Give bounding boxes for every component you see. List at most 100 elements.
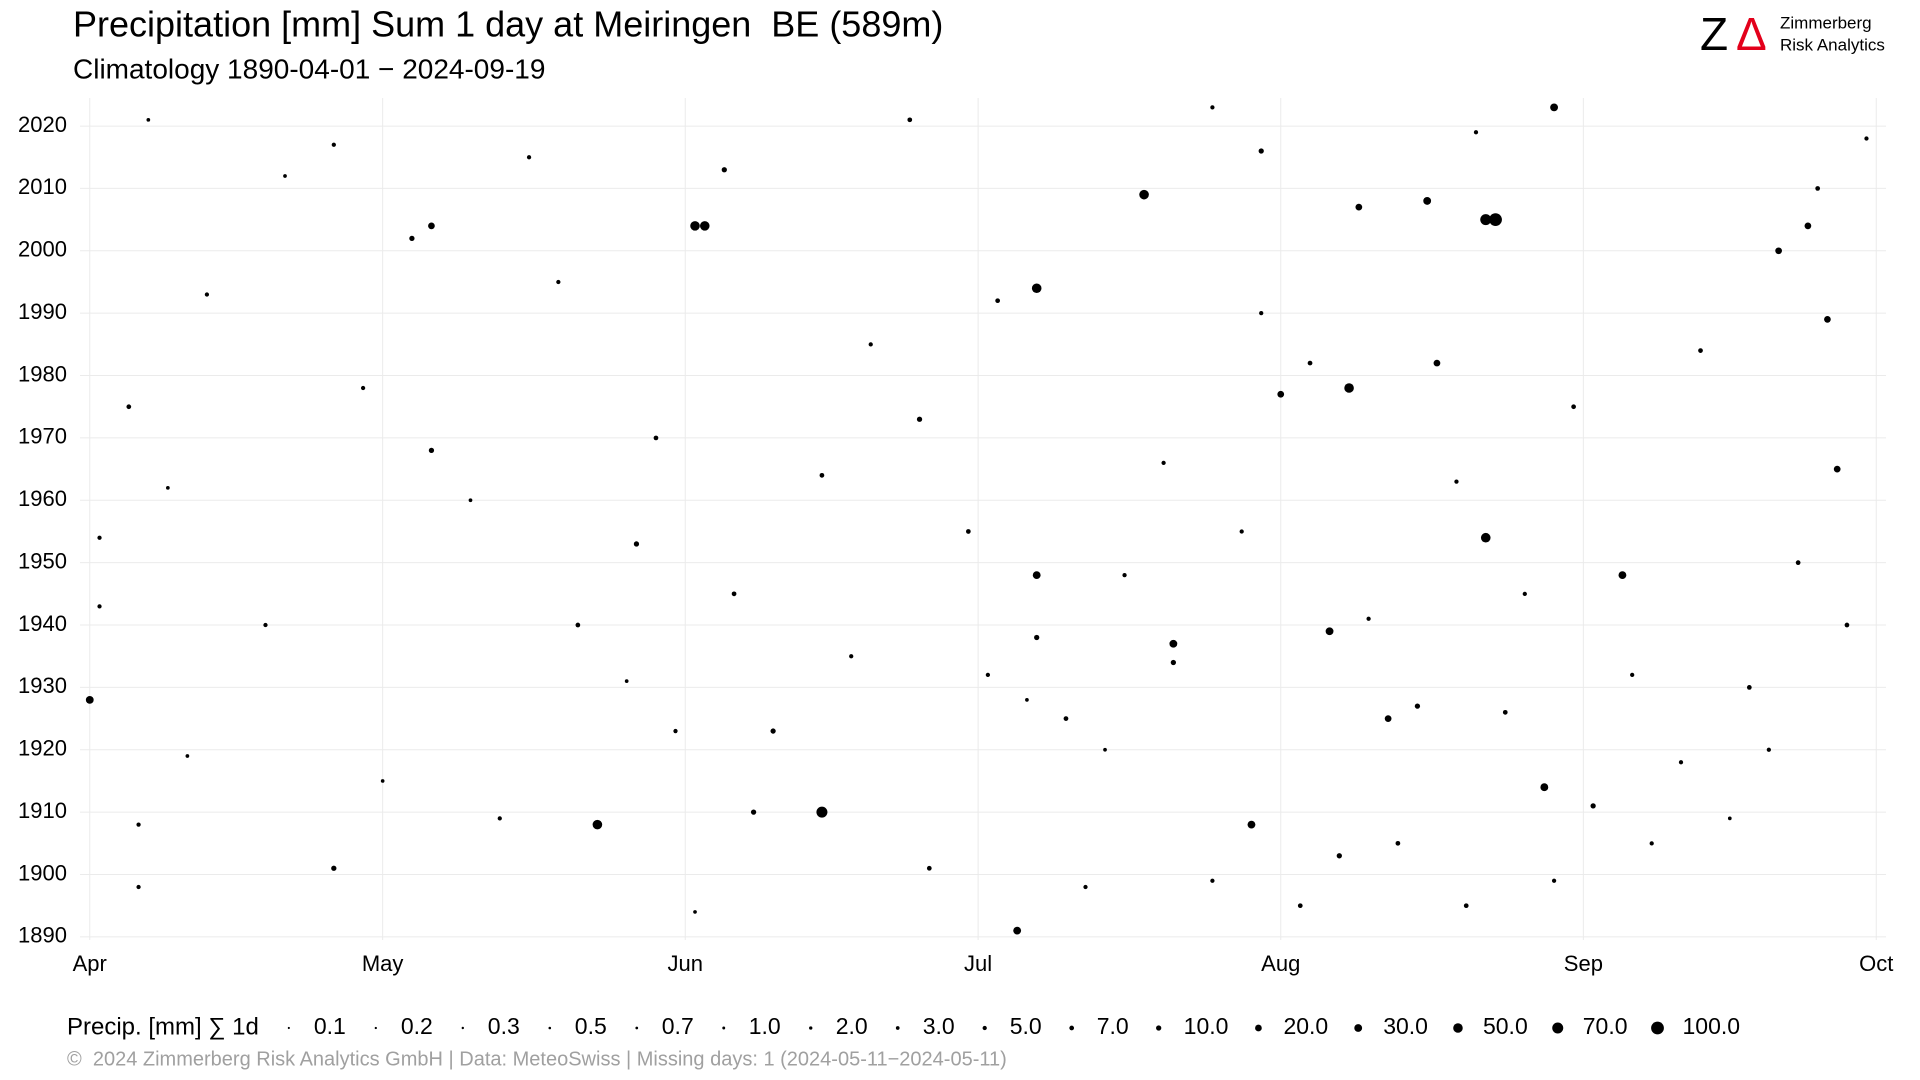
point [360,385,366,391]
logo-delta: Δ [1736,8,1767,60]
point [1423,196,1432,205]
point [1344,383,1354,393]
point [1630,672,1635,678]
logo-line: Zimmerberg [1780,13,1872,32]
x-tick-label: Apr [73,951,107,976]
y-tick-label: 2000 [18,237,67,262]
legend-label: 0.7 [662,1013,694,1039]
point [136,822,141,827]
point [907,117,913,123]
point [1169,639,1178,648]
legend-label: 20.0 [1283,1013,1328,1039]
point [428,447,435,454]
y-tick-label: 1950 [18,548,67,573]
point [283,174,287,178]
point [750,809,757,815]
point [868,342,873,347]
point [966,529,971,534]
x-tick-label: Aug [1261,951,1300,976]
point [1502,709,1508,715]
point [97,604,102,609]
point [1259,311,1264,316]
y-tick-label: 1910 [18,798,67,823]
logo-mark: Z [1700,8,1728,60]
point [1139,189,1149,200]
point [497,816,502,821]
point [693,910,697,914]
point [126,404,132,410]
y-tick-label: 1960 [18,486,67,511]
point [1540,783,1549,792]
point [1433,359,1441,367]
point [1618,571,1627,580]
point [1844,622,1850,628]
legend-label: 50.0 [1483,1013,1528,1039]
chart-subtitle: Climatology 1890-04-01 − 2024-09-19 [73,53,545,84]
point [995,298,1000,304]
point [721,167,727,173]
legend-dot [635,1026,639,1030]
point [633,541,640,547]
point [1247,820,1256,829]
point [673,728,678,734]
legend-label: 1.0 [749,1013,781,1039]
legend-label: 0.2 [401,1013,433,1039]
legend-label: 5.0 [1010,1013,1042,1039]
point [816,806,828,818]
point [1678,760,1684,765]
x-tick-label: Oct [1859,951,1893,976]
point [624,679,629,684]
point [526,155,532,160]
point [85,695,94,704]
point [468,498,473,503]
footer: © 2024 Zimmerberg Risk Analytics GmbH | … [67,1048,1007,1070]
point [1522,591,1527,596]
point [1698,348,1703,353]
point [1239,529,1244,534]
point [1414,703,1421,709]
point [1336,853,1342,859]
point [331,142,336,147]
point [1795,560,1801,566]
legend-label: 0.5 [575,1013,607,1039]
point [1727,816,1732,821]
point [1480,532,1491,543]
legend-label: 100.0 [1683,1013,1741,1039]
point [1815,186,1821,191]
point [926,865,932,871]
point [1013,926,1022,935]
point [770,728,776,734]
point [1395,840,1401,846]
legend-dot [461,1026,464,1030]
legend-dot [1156,1025,1162,1031]
point [331,865,337,871]
point [556,279,561,285]
point [428,222,435,230]
point [1473,130,1479,135]
y-tick-label: 2010 [18,174,67,199]
point [1590,803,1596,809]
point [1384,715,1392,722]
point [1161,460,1166,465]
point [1746,685,1752,690]
point [1804,222,1812,230]
legend-dot [1651,1021,1664,1035]
legend-dot [1552,1022,1564,1034]
legend-dot [982,1025,987,1031]
point [1210,878,1215,883]
point [1824,316,1831,323]
point [819,472,825,478]
y-tick-label: 1980 [18,361,67,386]
point [97,535,102,540]
logo-line: Risk Analytics [1780,35,1885,54]
point [592,819,603,830]
legend-title: Precip. [mm] ∑ 1d [67,1013,259,1040]
point [1083,884,1088,890]
point [136,884,141,890]
y-tick-label: 1930 [18,673,67,698]
legend-dot [1255,1024,1262,1032]
point [1550,103,1558,112]
legend-dot [1453,1023,1463,1033]
legend-label: 0.3 [488,1013,520,1039]
